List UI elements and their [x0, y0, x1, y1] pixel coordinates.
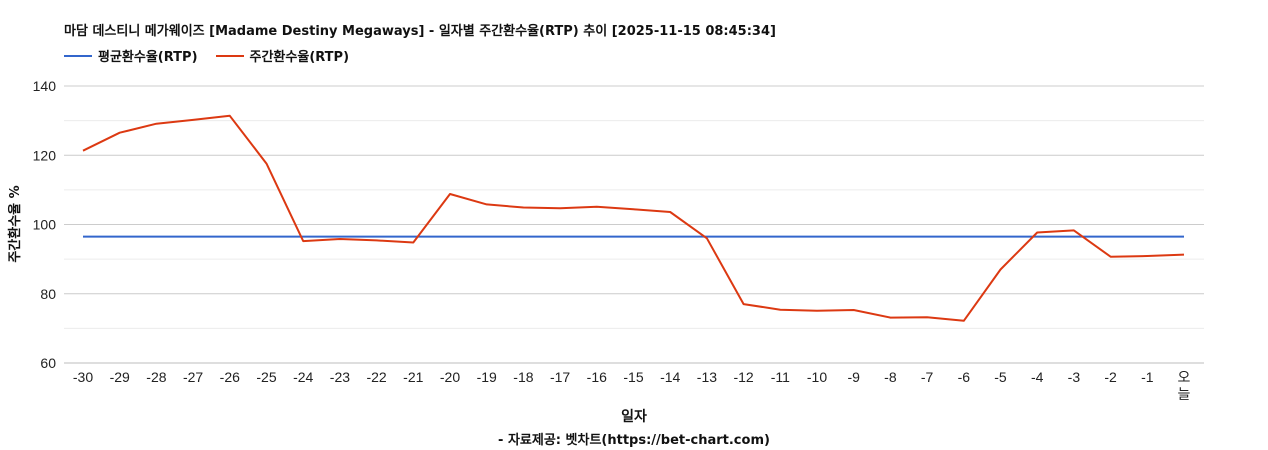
x-tick-label: -17 — [550, 369, 570, 385]
y-tick-label: 100 — [33, 217, 57, 233]
x-tick-label: -23 — [330, 369, 350, 385]
x-tick-label: -16 — [587, 369, 607, 385]
x-tick-label: -22 — [366, 369, 386, 385]
x-tick-label: -2 — [1104, 369, 1117, 385]
x-tick-label: -28 — [146, 369, 166, 385]
x-tick-label: -30 — [73, 369, 93, 385]
series-line-weekly[interactable] — [82, 114, 1185, 322]
x-tick-label: -11 — [771, 369, 790, 385]
x-tick-label: -29 — [110, 369, 130, 385]
legend-swatch-average — [64, 54, 92, 57]
y-axis-ticks: 60 80 100 120 140 — [33, 78, 57, 371]
x-tick-label: -1 — [1141, 369, 1154, 385]
legend-label-weekly: 주간환수율(RTP) — [249, 50, 350, 65]
x-tick-label: -9 — [847, 369, 860, 385]
x-tick-label: -8 — [884, 369, 897, 385]
x-axis-label: 일자 — [621, 409, 647, 425]
x-tick-label: -19 — [477, 369, 497, 385]
y-tick-label: 120 — [33, 147, 57, 163]
y-tick-label: 60 — [40, 355, 56, 371]
legend: 평균환수율(RTP) 주간환수율(RTP) — [64, 46, 349, 65]
y-tick-label: 140 — [33, 78, 57, 94]
legend-item-average[interactable]: 평균환수율(RTP) — [64, 46, 198, 65]
x-tick-label: -20 — [440, 369, 460, 385]
x-tick-label: -13 — [697, 369, 717, 385]
chart-title: 마담 데스티니 메가웨이즈 [Madame Destiny Megaways] … — [64, 24, 776, 39]
x-tick-label: -10 — [807, 369, 827, 385]
legend-label-average: 평균환수율(RTP) — [98, 50, 198, 65]
x-tick-label: -25 — [256, 369, 276, 385]
x-tick-label: -12 — [733, 369, 753, 385]
x-tick-label: -5 — [994, 369, 1007, 385]
x-tick-label: -7 — [921, 369, 934, 385]
x-tick-label: -24 — [293, 369, 313, 385]
x-tick-label: -6 — [958, 369, 971, 385]
y-tick-label: 80 — [40, 286, 56, 302]
x-tick-label: -21 — [403, 369, 423, 385]
legend-item-weekly[interactable]: 주간환수율(RTP) — [215, 46, 350, 65]
x-tick-label: -27 — [183, 369, 203, 385]
source-note: - 자료제공: 벳차트(https://bet-chart.com) — [498, 433, 770, 448]
legend-swatch-weekly — [215, 54, 244, 57]
x-tick-label: -3 — [1068, 369, 1081, 385]
x-tick-label: -26 — [220, 369, 240, 385]
x-axis-ticks: -30 -29 -28 -27 -26 -25 -24 -23 -22 -21 -20 -19 -18 -… — [73, 369, 1191, 402]
x-tick-label: -14 — [660, 369, 680, 385]
grid-lines — [64, 85, 1204, 364]
series-lines — [82, 114, 1185, 322]
y-axis-label: 주간환수율 % — [7, 185, 23, 262]
x-tick-label: -15 — [623, 369, 643, 385]
x-tick-label: -18 — [513, 369, 533, 385]
x-tick-label: -4 — [1031, 369, 1044, 385]
